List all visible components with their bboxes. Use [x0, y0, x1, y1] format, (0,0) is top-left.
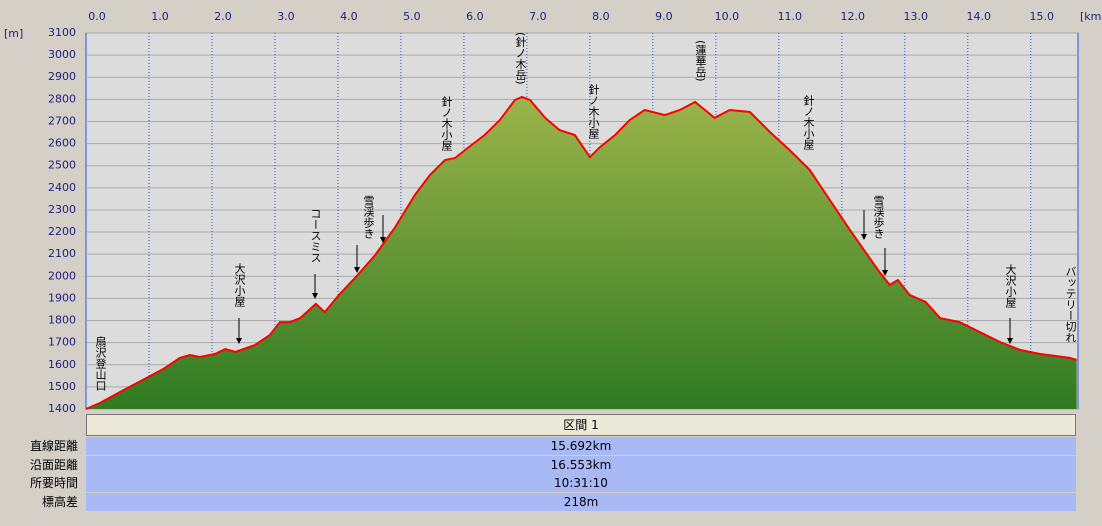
y-tick-label: 2200 [48, 225, 76, 238]
x-tick-label: 15.0 [1030, 10, 1055, 23]
x-tick-label: 1.0 [151, 10, 169, 23]
annotation: (針ノ木岳) [514, 32, 527, 85]
x-tick-label: 9.0 [655, 10, 673, 23]
y-tick-label: 2500 [48, 159, 76, 172]
annotation: 大沢小屋 [1004, 264, 1017, 308]
line [85, 95, 1077, 410]
x-tick-label: 14.0 [967, 10, 992, 23]
row-value: 15.692km [86, 437, 1076, 455]
x-unit: [km] [1080, 10, 1102, 23]
y-tick-label: 1400 [48, 402, 76, 415]
x-tick-label: 6.0 [466, 10, 484, 23]
x-tick-label: 3.0 [277, 10, 295, 23]
y-tick-label: 1600 [48, 358, 76, 371]
y-tick-label: 2600 [48, 137, 76, 150]
x-tick-label: 10.0 [715, 10, 740, 23]
y-tick-label: 1800 [48, 314, 76, 327]
x-tick-label: 2.0 [214, 10, 232, 23]
y-tick-label: 1500 [48, 380, 76, 393]
arrow-head [380, 237, 386, 243]
x-tick-label: 7.0 [529, 10, 547, 23]
x-tick-label: 0.0 [88, 10, 106, 23]
x-tick-label: 4.0 [340, 10, 358, 23]
arrow-head [236, 338, 242, 344]
annotation: コースミス [309, 208, 322, 263]
annotation: 針ノ木小屋 [587, 84, 600, 139]
y-tick-label: 3000 [48, 48, 76, 61]
y-tick-label: 2900 [48, 70, 76, 83]
x-tick-label: 5.0 [403, 10, 421, 23]
y-tick-label: 2700 [48, 114, 76, 127]
row-value: 16.553km [86, 455, 1076, 474]
annotation: 雪渓歩き [362, 195, 375, 239]
row-label: 沿面距離 [29, 457, 78, 472]
y-tick-label: 2100 [48, 247, 76, 260]
x-tick-label: 13.0 [904, 10, 929, 23]
arrow-head [1007, 338, 1013, 344]
area [86, 96, 1077, 410]
y-tick-label: 1900 [48, 291, 76, 304]
annotation: 大沢小屋 [233, 263, 246, 307]
table-row: 沿面距離 16.553km [0, 455, 1102, 474]
y-unit: [m] [4, 27, 23, 40]
row-label: 所要時間 [29, 476, 78, 490]
row-label: 標高差 [41, 494, 78, 509]
annotation: 針ノ木小屋 [440, 96, 453, 151]
y-tick-label: 2800 [48, 92, 76, 105]
arrow-head [882, 270, 888, 276]
annotation: バッテリー切れ [1064, 266, 1077, 343]
annotation: 扇沢登山口 [94, 336, 107, 391]
annotation: 針ノ木小屋 [802, 95, 815, 150]
arrow-head [312, 293, 318, 299]
x-tick-label: 12.0 [841, 10, 866, 23]
y-tick-label: 2300 [48, 203, 76, 216]
table-header: 区間 1 [86, 414, 1076, 436]
y-tick-label: 2400 [48, 181, 76, 194]
y-tick-label: 2000 [48, 269, 76, 282]
y-tick-label: 1700 [48, 336, 76, 349]
x-tick-label: 8.0 [592, 10, 610, 23]
arrow-head [354, 267, 360, 273]
table-row: 標高差 218m [0, 492, 1102, 511]
arrow-head [861, 234, 867, 240]
row-value: 10:31:10 [86, 474, 1076, 492]
table-row: 直線距離 15.692km [0, 437, 1102, 455]
annotation: (蓮華岳) [694, 40, 707, 82]
row-value: 218m [86, 492, 1076, 511]
row-label: 直線距離 [29, 439, 78, 453]
y-tick-label: 3100 [48, 26, 76, 39]
table-row: 所要時間 10:31:10 [0, 474, 1102, 492]
annotation: 雪渓歩き [872, 195, 885, 239]
x-tick-label: 11.0 [778, 10, 803, 23]
